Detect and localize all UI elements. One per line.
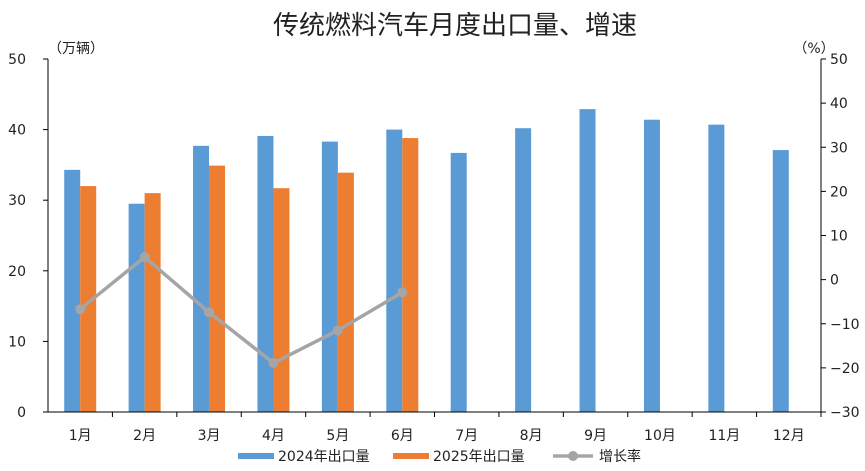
legend-swatch [393, 453, 429, 459]
right-tick-label: 10 [830, 229, 848, 245]
bar-2024年出口量-12月 [772, 150, 789, 412]
x-tick-label: 5月 [326, 428, 349, 444]
legend-swatch [238, 453, 274, 459]
axes-layer: 0 10 20 30 40 50 −30 −20 −10 0 10 20 30 40 50 1月 2月 3月 4月 5… [8, 52, 859, 444]
right-tick-label: −20 [830, 361, 860, 377]
bar-2024年出口量-2月 [128, 203, 145, 412]
bar-2024年出口量-7月 [450, 152, 467, 412]
x-tick-label: 4月 [262, 428, 285, 444]
left-tick-label: 30 [8, 193, 26, 209]
growth-line-layer [75, 252, 408, 369]
x-tick-label: 1月 [69, 428, 92, 444]
bar-2025年出口量-5月 [337, 172, 354, 412]
legend-swatch-marker [568, 451, 578, 461]
bar-2025年出口量-3月 [209, 165, 226, 412]
bar-2024年出口量-9月 [579, 109, 596, 412]
right-tick-label: 0 [830, 273, 839, 289]
bar-2024年出口量-11月 [708, 124, 725, 413]
x-tick-label: 11月 [708, 428, 740, 444]
legend: 2024年出口量 2025年出口量 增长率 [238, 448, 641, 465]
growth-point-5 [397, 287, 408, 298]
growth-line [79, 255, 404, 365]
x-tick-label: 2月 [133, 428, 156, 444]
legend-label: 2024年出口量 [278, 449, 370, 465]
bar-2024年出口量-8月 [515, 128, 532, 413]
x-tick-label: 6月 [391, 428, 414, 444]
right-tick-label: 20 [830, 184, 848, 200]
bar-2024年出口量-4月 [257, 135, 274, 413]
x-tick-label: 7月 [455, 428, 478, 444]
bar-2025年出口量-6月 [402, 138, 419, 412]
bar-2024年出口量-5月 [321, 141, 338, 413]
right-tick-label: 40 [830, 96, 848, 112]
growth-point-2 [204, 307, 215, 318]
left-tick-label: 0 [17, 405, 26, 421]
bar-2024年出口量-6月 [386, 129, 403, 412]
left-axis-unit: （万辆） [48, 41, 104, 57]
bar-2025年出口量-4月 [273, 188, 290, 412]
x-tick-label: 12月 [773, 428, 805, 444]
bar-2024年出口量-3月 [193, 145, 210, 412]
right-tick-label: −30 [830, 405, 860, 421]
right-tick-label: −10 [830, 317, 860, 333]
x-tick-label: 10月 [644, 428, 676, 444]
right-axis-unit: （%） [793, 41, 834, 57]
growth-point-4 [332, 325, 343, 336]
right-tick-label: 50 [830, 52, 848, 68]
left-tick-label: 40 [8, 123, 26, 139]
growth-point-3 [268, 358, 279, 369]
bars-layer [64, 109, 789, 413]
growth-point-0 [75, 304, 86, 315]
bar-2025年出口量-1月 [80, 186, 97, 412]
growth-point-1 [139, 252, 150, 263]
bar-2025年出口量-2月 [144, 193, 161, 412]
bar-2024年出口量-10月 [643, 119, 660, 412]
bar-2024年出口量-1月 [64, 169, 81, 412]
x-tick-label: 8月 [520, 428, 543, 444]
right-tick-label: 30 [830, 140, 848, 156]
left-tick-label: 10 [8, 334, 26, 350]
legend-label: 增长率 [599, 448, 641, 465]
left-tick-label: 50 [8, 52, 26, 68]
legend-label: 2025年出口量 [433, 449, 525, 465]
x-tick-label: 9月 [584, 428, 607, 444]
x-tick-label: 3月 [198, 428, 221, 444]
chart-title: 传统燃料汽车月度出口量、增速 [273, 11, 637, 41]
left-tick-label: 20 [8, 264, 26, 280]
